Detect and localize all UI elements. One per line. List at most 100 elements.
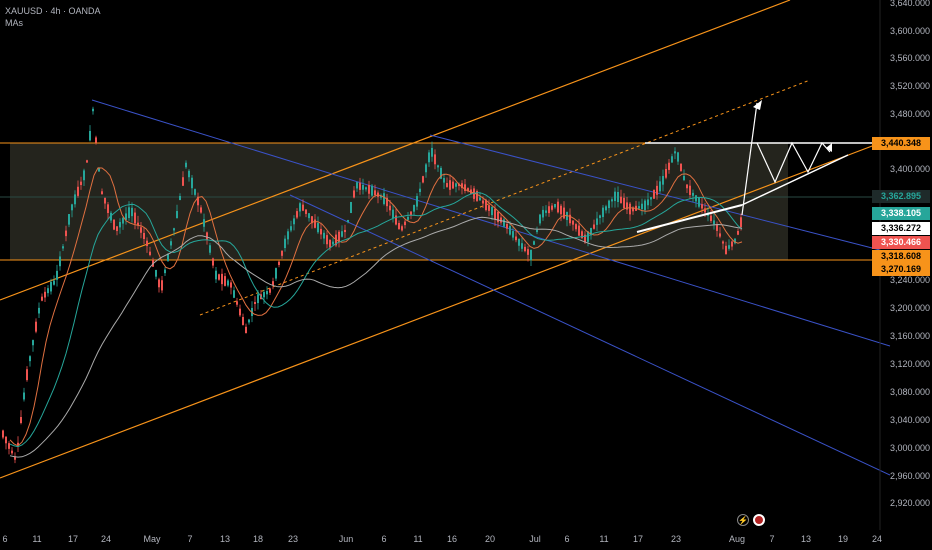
candle-body — [662, 176, 664, 185]
candle-body — [464, 184, 466, 191]
candle-body — [194, 189, 196, 195]
flag-icon[interactable] — [753, 514, 765, 526]
candle-body — [272, 281, 274, 286]
time-axis-label: Jun — [338, 534, 354, 544]
candle-body — [263, 291, 265, 298]
candle-body — [179, 195, 181, 201]
support-trendline[interactable] — [636, 204, 743, 233]
candle-body — [191, 177, 193, 189]
candle-body — [203, 219, 205, 227]
channel-upper-line[interactable] — [0, 0, 791, 301]
candle-body — [695, 195, 697, 202]
candle-body — [245, 326, 247, 334]
candle-body — [383, 193, 385, 205]
candle-body — [311, 216, 313, 224]
candle-body — [374, 190, 376, 195]
time-axis-label: 17 — [67, 534, 79, 544]
replay-icon[interactable]: ⚡ — [737, 514, 749, 526]
candle-body — [26, 369, 28, 381]
price-tag: 3,440.348 — [872, 137, 930, 150]
range-box[interactable] — [10, 143, 788, 260]
candle-body — [452, 181, 454, 189]
arrow-head-icon — [753, 100, 762, 110]
desc-channel-upper[interactable] — [91, 99, 891, 347]
candle-body — [128, 207, 130, 219]
price-tag: 3,318.608 — [872, 250, 930, 263]
ma-slow-line — [9, 216, 743, 458]
price-tag: 3,338.105 — [872, 207, 930, 220]
projection-zigzag[interactable] — [756, 141, 831, 184]
symbol-title[interactable]: XAUUSD · 4h · OANDA — [5, 6, 101, 16]
candle-body — [728, 245, 730, 249]
candle-body — [113, 219, 115, 230]
candle-body — [95, 137, 97, 143]
price-axis-label: 3,640.000 — [889, 0, 930, 8]
candle-body — [392, 209, 394, 219]
candle-body — [320, 228, 322, 235]
candle-body — [353, 190, 355, 198]
candle-body — [506, 223, 508, 229]
candle-body — [665, 168, 667, 178]
candle-body — [143, 233, 145, 239]
candle-body — [149, 251, 151, 256]
candle-body — [590, 227, 592, 236]
candle-body — [605, 206, 607, 211]
triangle-lower-line[interactable] — [741, 154, 849, 206]
channel-lower-line[interactable] — [0, 142, 881, 479]
candle-body — [575, 224, 577, 230]
candle-body — [32, 340, 34, 346]
candle-body — [656, 185, 658, 195]
candle-body — [644, 200, 646, 211]
desc-channel-lower[interactable] — [289, 194, 891, 476]
candle-body — [692, 192, 694, 196]
candle-body — [80, 181, 82, 186]
candle-body — [197, 196, 199, 206]
candle-body — [698, 197, 700, 207]
candle-body — [422, 176, 424, 183]
candle-body — [668, 162, 670, 170]
ma-mid-line — [9, 192, 743, 448]
candle-body — [683, 175, 685, 181]
chart-header: XAUUSD · 4h · OANDA MAs — [5, 5, 101, 29]
candle-body — [413, 205, 415, 212]
candle-body — [362, 184, 364, 190]
candle-body — [299, 203, 301, 212]
breakout-arrow[interactable] — [741, 102, 758, 216]
candle-body — [164, 269, 166, 274]
candle-body — [350, 202, 352, 213]
candle-body — [431, 147, 433, 157]
price-axis-label: 3,240.000 — [889, 275, 930, 285]
candle-body — [485, 199, 487, 211]
candle-body — [287, 231, 289, 240]
candle-body — [158, 279, 160, 288]
candle-body — [122, 217, 124, 224]
candle-body — [116, 226, 118, 232]
candle-body — [626, 202, 628, 210]
candle-body — [290, 226, 292, 231]
candle-body — [659, 181, 661, 192]
price-axis-label: 2,960.000 — [889, 471, 930, 481]
candle-body — [347, 219, 349, 223]
channel-mid-line[interactable] — [199, 79, 811, 316]
price-axis-label: 3,000.000 — [889, 443, 930, 453]
candle-body — [401, 226, 403, 231]
time-axis-label: 7 — [187, 534, 193, 544]
candle-body — [425, 164, 427, 173]
candle-body — [554, 204, 556, 208]
candle-body — [269, 288, 271, 293]
candle-body — [125, 213, 127, 220]
candle-body — [167, 253, 169, 261]
candle-body — [77, 186, 79, 196]
candle-body — [551, 205, 553, 210]
candle-body — [146, 240, 148, 246]
candle-body — [428, 152, 430, 163]
candle-body — [710, 215, 712, 222]
time-axis-label: 16 — [446, 534, 458, 544]
candle-body — [677, 152, 679, 162]
candle-body — [284, 238, 286, 249]
indicator-label[interactable]: MAs — [5, 18, 23, 28]
candle-body — [275, 268, 277, 279]
candle-body — [227, 280, 229, 286]
candle-body — [686, 184, 688, 189]
